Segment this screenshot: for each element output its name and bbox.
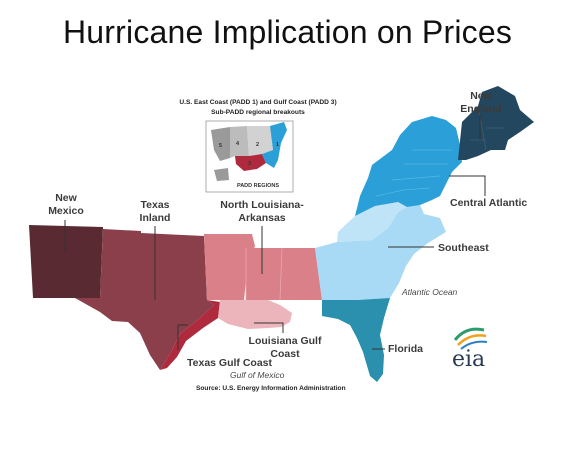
region-texas-inland — [75, 229, 214, 370]
label-north-louisiana-line2: Arkansas — [238, 212, 285, 224]
region-central-atlantic — [355, 116, 462, 216]
region-florida — [322, 298, 390, 382]
inset-num-4: 4 — [236, 141, 240, 147]
label-southeast: Southeast — [438, 242, 489, 254]
region-texas-gulf-coast — [160, 300, 220, 370]
label-florida: Florida — [388, 343, 423, 355]
label-new-england-line1: New — [470, 90, 492, 102]
region-southeast — [315, 205, 446, 300]
inset-num-5: 5 — [219, 143, 222, 149]
region-new-mexico — [29, 225, 103, 298]
inset-num-1: 1 — [276, 142, 279, 148]
label-new-mexico-line2: Mexico — [48, 205, 84, 217]
page-title: Hurricane Implication on Prices — [63, 14, 513, 50]
label-new-england-line2: England — [460, 103, 501, 115]
label-atlantic-ocean: Atlantic Ocean — [401, 287, 458, 297]
eia-logo: eia — [452, 327, 488, 372]
label-north-louisiana-line1: North Louisiana- — [220, 199, 304, 211]
label-texas-inland-line1: Texas — [141, 199, 170, 211]
region-new-england — [458, 86, 534, 160]
inset-padd3 — [235, 154, 266, 171]
inset-caption: PADD REGIONS — [237, 183, 279, 189]
label-louisiana-gulf-line1: Louisiana Gulf — [249, 335, 322, 347]
label-central-atlantic: Central Atlantic — [450, 197, 527, 209]
inset-num-3: 3 — [248, 161, 251, 167]
label-texas-gulf-coast: Texas Gulf Coast — [187, 357, 272, 369]
eia-logo-text: eia — [452, 347, 485, 372]
region-new-england-borders — [470, 105, 505, 151]
eia-logo-arc-green — [453, 327, 485, 341]
leader-texas-gulf-coast — [177, 324, 188, 350]
region-southeast-upper — [337, 202, 407, 242]
leader-louisiana-gulf-coast — [254, 322, 284, 333]
inset-title-line1: U.S. East Coast (PADD 1) and Gulf Coast … — [179, 99, 336, 106]
inset-padd4 — [230, 126, 249, 158]
inset-padd5 — [211, 127, 230, 161]
inset-panel: U.S. East Coast (PADD 1) and Gulf Coast … — [179, 99, 337, 193]
region-arkansas — [204, 234, 255, 300]
region-alabama — [280, 248, 322, 300]
region-louisiana-gulf-coast — [218, 300, 292, 329]
region-state-borders-south — [245, 247, 283, 301]
label-new-mexico-line1: New — [55, 192, 77, 204]
leader-central-atlantic — [449, 175, 486, 196]
inset-padd1 — [262, 122, 287, 168]
eia-logo-arc-blue — [460, 340, 488, 350]
eia-logo-arc-orange — [457, 334, 487, 346]
label-texas-inland-line2: Inland — [140, 212, 171, 224]
inset-padd2 — [247, 126, 273, 156]
region-central-atlantic-borders — [375, 149, 452, 197]
label-louisiana-gulf-line2: Coast — [270, 348, 300, 360]
inset-alaska — [214, 168, 229, 181]
region-mississippi — [246, 248, 282, 300]
source-note: Source: U.S. Energy Information Administ… — [196, 385, 346, 392]
inset-title-line2: Sub-PADD regional breakouts — [211, 109, 305, 116]
label-gulf-of-mexico: Gulf of Mexico — [230, 370, 285, 380]
inset-num-2: 2 — [256, 142, 259, 148]
